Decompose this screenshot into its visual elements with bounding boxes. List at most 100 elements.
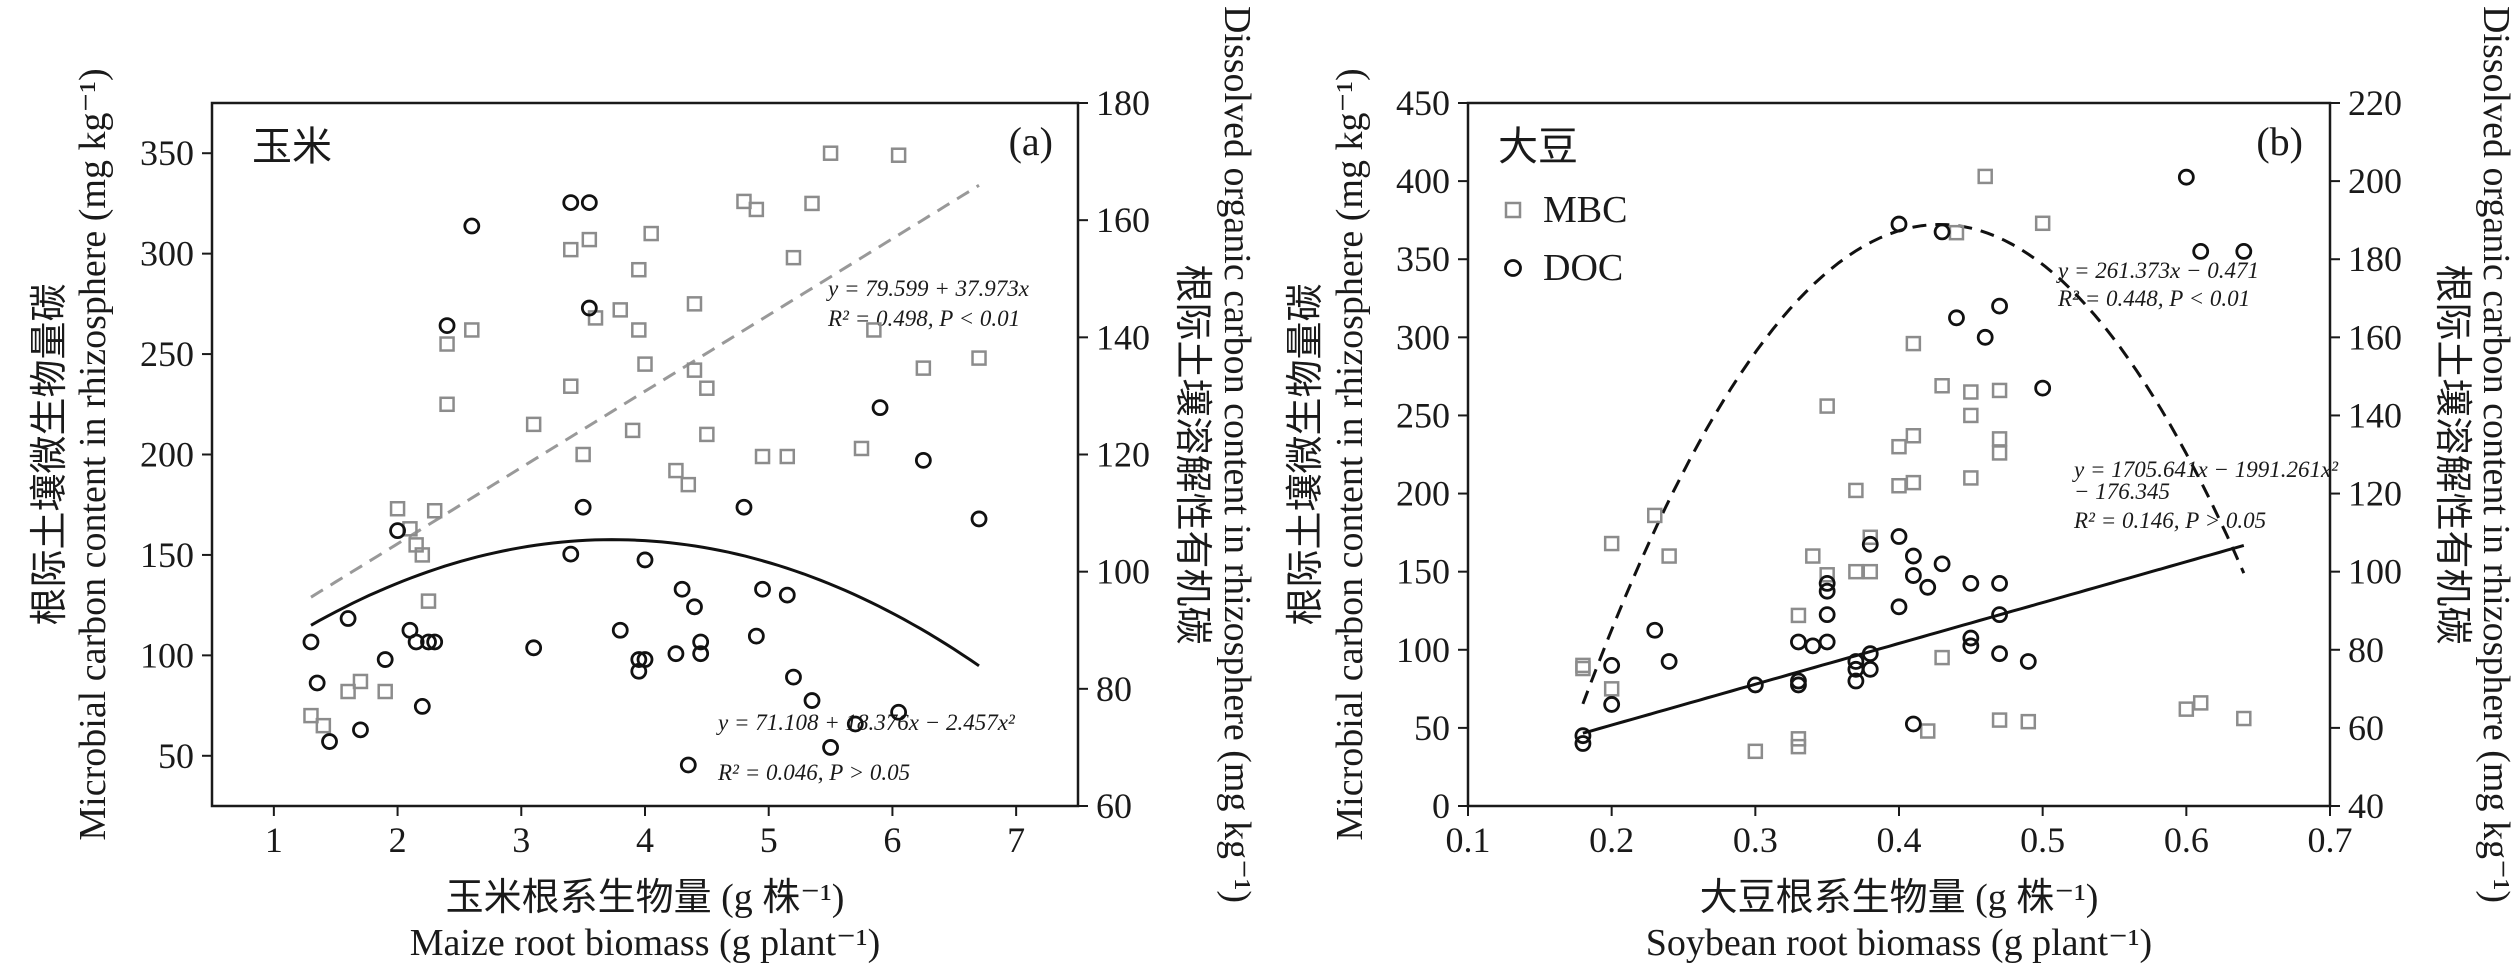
doc-point: [463, 217, 481, 235]
y-left-label-en: Microbial carbon content in rhizosphere …: [72, 68, 114, 840]
x-tick-label: 1: [265, 820, 283, 860]
y-right-tick-label: 200: [2348, 161, 2402, 201]
x-tick-label: 2: [389, 820, 407, 860]
mbc-point: [1991, 712, 2008, 728]
panel-crop-title: 玉米: [252, 124, 332, 169]
mbc-point: [699, 426, 715, 443]
doc-point: [1991, 574, 2008, 592]
mbc-point: [2034, 215, 2051, 232]
doc-point: [1919, 578, 1937, 596]
y-right-label-en: Dissolved organic carbon content in rhiz…: [2475, 6, 2517, 903]
doc-point: [1890, 215, 1908, 233]
doc-point: [1890, 528, 1908, 545]
doc-point: [1948, 309, 1965, 327]
y-left-tick-label: 100: [140, 635, 194, 675]
y-left-tick-label: 250: [1396, 395, 1450, 435]
fit-stats: R² = 0.498, P < 0.01: [827, 306, 1020, 331]
mbc-point: [1647, 507, 1663, 524]
mbc-point: [971, 350, 987, 366]
y-left-tick-label: 350: [1396, 239, 1450, 279]
doc-point: [1818, 574, 1836, 592]
mbc-point: [340, 683, 356, 700]
y-right-tick-label: 160: [1096, 200, 1150, 240]
mbc-point: [439, 336, 455, 352]
doc-point: [1818, 606, 1836, 624]
y-left-tick-label: 200: [1396, 474, 1450, 514]
mbc-point: [699, 380, 715, 396]
doc-point: [2019, 653, 2037, 670]
mbc-point: [1862, 529, 1879, 546]
mbc-point: [631, 261, 647, 278]
mbc-point: [1905, 474, 1922, 491]
mbc-point: [1603, 681, 1620, 697]
y-left-label-cn: 根际土壤微生物量碳: [1285, 283, 1327, 625]
doc-point: [438, 317, 456, 335]
mbc-point: [668, 462, 684, 479]
mbc-point: [1905, 335, 1922, 352]
mbc-point: [1819, 567, 1835, 583]
mbc-point: [624, 422, 641, 439]
mbc-point: [1891, 477, 1907, 494]
y-left-tick-label: 250: [140, 334, 194, 374]
y-right-tick-label: 120: [1096, 435, 1150, 475]
doc-point: [1603, 657, 1621, 674]
mbc-point: [612, 302, 629, 318]
doc-point: [574, 498, 592, 516]
x-tick-label: 0.7: [2308, 820, 2353, 860]
doc-point: [914, 451, 932, 469]
panel-b: 0.1 0.2 0.3 0.4 0.5 0.6 0.7 0 50 100 150 200 250 300 3…: [1285, 6, 2517, 964]
fit-line-right: [1581, 222, 2246, 705]
y-right-tick-label: 80: [1096, 669, 1132, 709]
mbc-point: [1991, 382, 2008, 399]
mbc-point: [2192, 695, 2209, 711]
doc-point: [1962, 574, 1980, 592]
x-tick-label: 0.2: [1589, 820, 1634, 860]
mbc-point: [686, 362, 703, 378]
fit-stats: R² = 0.046, P > 0.05: [717, 760, 910, 785]
doc-point: [1847, 653, 1865, 670]
y-right-tick-label: 60: [1096, 786, 1132, 826]
mbc-point: [575, 446, 591, 463]
doc-point: [890, 703, 908, 721]
doc-point: [426, 633, 444, 651]
y-left-tick-label: 150: [1396, 552, 1450, 592]
doc-point: [1890, 598, 1908, 616]
x-tick-label: 0.3: [1733, 820, 1778, 860]
doc-point: [1847, 672, 1865, 690]
legend-mbc-marker: [1504, 201, 1522, 219]
doc-point: [407, 633, 425, 651]
doc-point: [562, 545, 580, 563]
y-right-tick-label: 220: [2348, 83, 2402, 123]
x-axis-label-en: Soybean root biomass (g plant⁻¹): [1646, 922, 2152, 964]
doc-point: [630, 651, 648, 668]
panel-a: 1 2 3 4 5 6 7 50 100 150 200 250 300 350 60 80 100 120 140…: [29, 6, 1258, 964]
y-right-tick-label: 40: [2348, 786, 2384, 826]
doc-point: [636, 551, 654, 569]
mbc-point: [315, 717, 332, 734]
panel-crop-title: 大豆: [1498, 124, 1578, 169]
y-left-tick-label: 0: [1432, 786, 1450, 826]
y-left-label-cn: 根际土壤微生物量碳: [29, 283, 71, 625]
doc-point: [673, 580, 691, 598]
fit-line-right: [310, 538, 980, 668]
doc-point: [302, 633, 320, 651]
y-right-tick-label: 60: [2348, 708, 2384, 748]
mbc-point: [779, 448, 796, 465]
mbc-point: [1575, 657, 1591, 674]
doc-point: [822, 739, 839, 756]
doc-point: [1904, 547, 1922, 565]
doc-point: [352, 721, 369, 739]
y-left-tick-label: 50: [1414, 708, 1450, 748]
mbc-point: [1661, 548, 1677, 564]
doc-point: [846, 715, 864, 733]
mbc-point: [303, 707, 319, 724]
doc-point: [580, 194, 598, 211]
fit-stats: R² = 0.448, P < 0.01: [2057, 286, 2250, 311]
mbc-point: [581, 231, 598, 248]
mbc-point: [1747, 743, 1764, 760]
doc-point: [686, 598, 703, 616]
mbc-point: [1991, 431, 2008, 447]
doc-point: [1646, 621, 1664, 639]
doc-point: [1861, 645, 1879, 663]
